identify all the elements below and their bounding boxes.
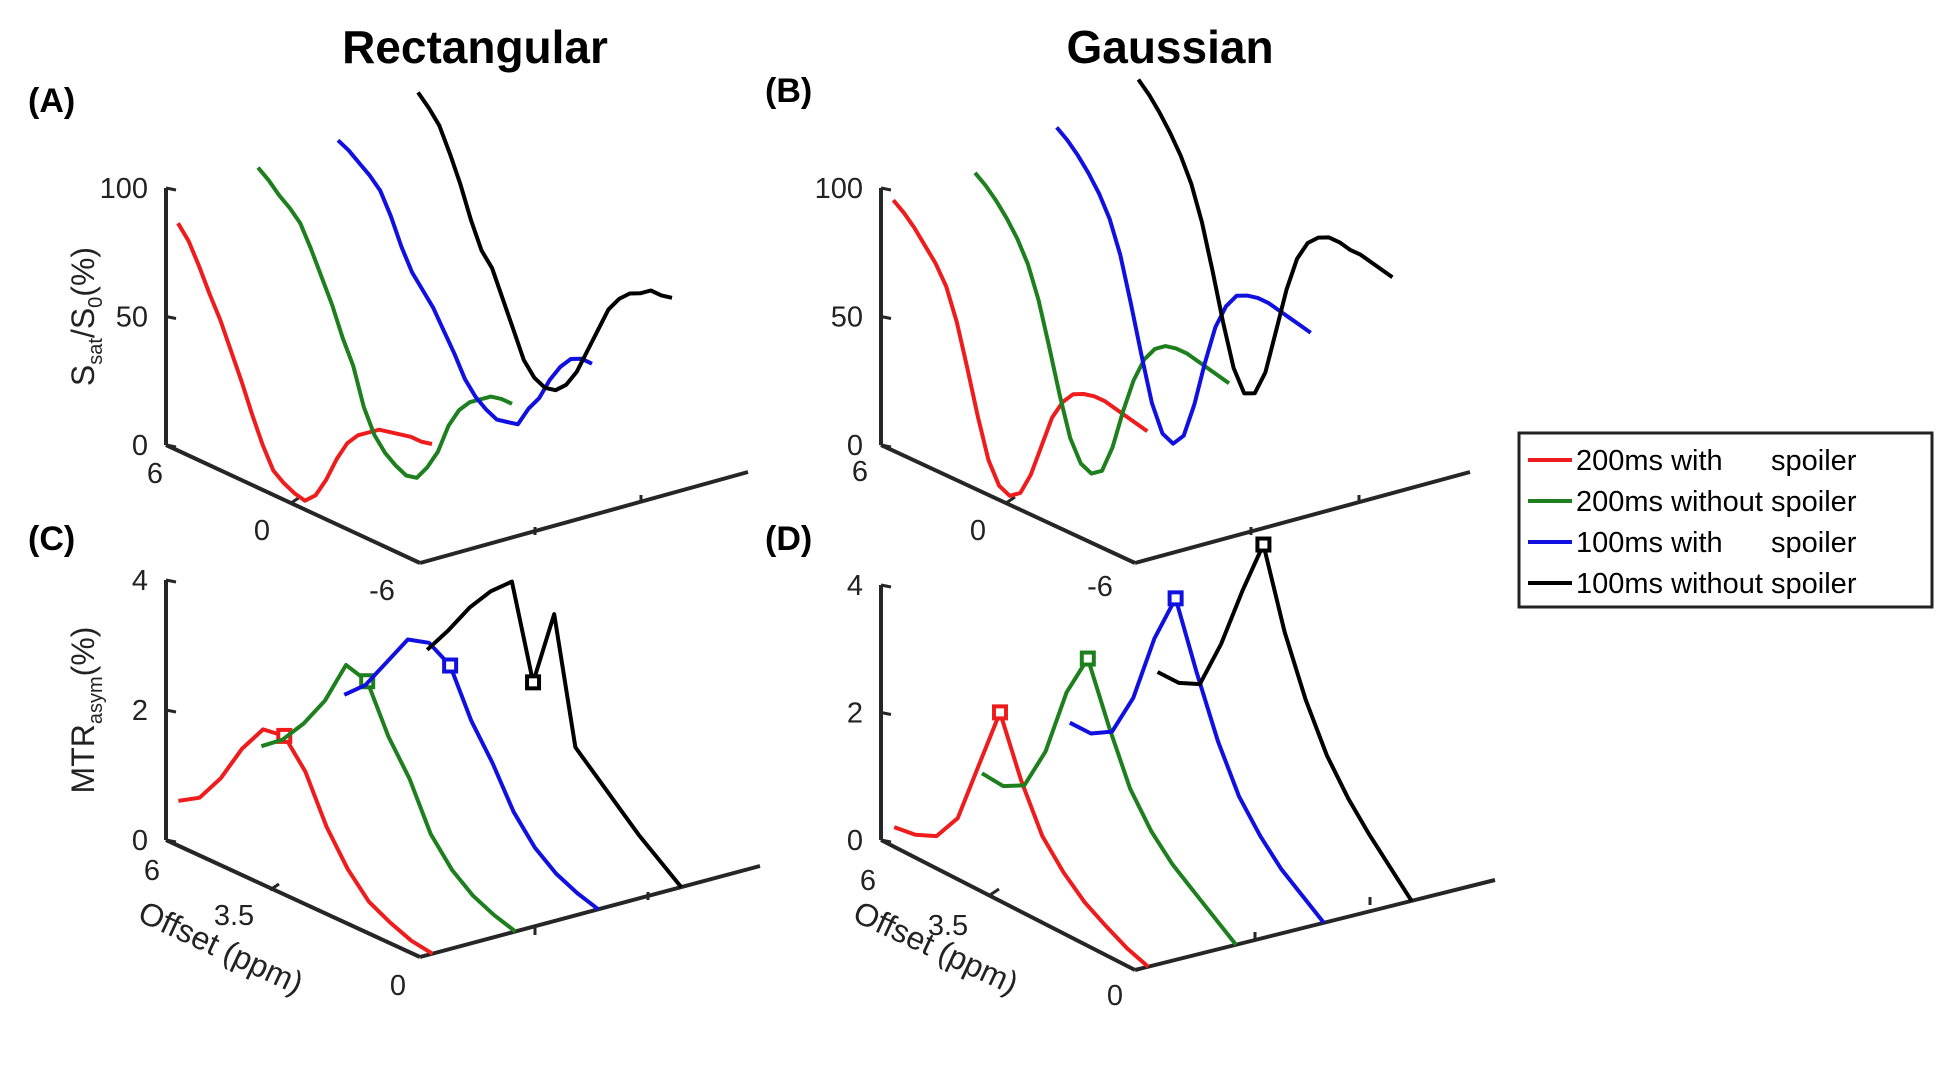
panel-b-y-tick-mark xyxy=(880,315,892,320)
panel-b-series-1-line xyxy=(891,198,1149,498)
panel-b-x-tick-mark xyxy=(1005,495,1016,505)
panel-a-series-1-line xyxy=(176,222,433,503)
panel-a-x-axis xyxy=(165,443,421,565)
panel-b-y-tick-label: 100 xyxy=(815,173,863,205)
panel-a-series-3-line xyxy=(336,138,593,427)
panel-c-y-tick-mark xyxy=(165,708,177,714)
panels: (A)05010060-6Ssat/S0(%)(B)05010060-6(C)0… xyxy=(28,72,1496,1012)
panel-d-label: (D) xyxy=(765,520,812,558)
legend: 200ms with spoiler 200ms without spoiler 1… xyxy=(1517,431,1934,609)
panel-c-series-3-peak-marker xyxy=(442,657,459,674)
panel-d-y-tick-mark xyxy=(880,583,892,589)
panel-c-series-1-line xyxy=(178,727,434,956)
panel-b-series-3-line xyxy=(1055,126,1312,446)
panel-d-series-3-line xyxy=(1068,596,1326,925)
panel-b-y-tick-mark xyxy=(880,186,892,192)
panel-c-x-tick-label: 3.5 xyxy=(214,900,254,932)
panel-a-depth-axis xyxy=(419,470,749,565)
panel-c-depth-axis xyxy=(419,864,761,959)
panel-a-y-axis-title: Ssat/S0(%) xyxy=(65,247,107,386)
panel-d-series-1-peak-marker xyxy=(992,704,1009,721)
panel-d-series-3-peak-marker xyxy=(1167,590,1184,607)
panel-c-y-tick-mark xyxy=(165,578,177,584)
column-title-rectangular: Rectangular xyxy=(342,21,608,73)
panel-c-y-axis-title: MTRasym(%) xyxy=(65,627,107,794)
panel-c-series-3-line xyxy=(343,637,600,911)
panel-a-series-2-line xyxy=(256,166,513,480)
panel-c-x-axis xyxy=(165,838,421,959)
panel-a-series-4-line xyxy=(416,91,673,393)
panel-c-label: (C) xyxy=(28,520,75,558)
panel-d-y-tick-label: 4 xyxy=(847,570,863,602)
panel-c-y-tick-mark xyxy=(165,838,177,844)
panel-c-y-tick-label: 4 xyxy=(132,565,148,597)
panel-b-y-tick-label: 0 xyxy=(847,430,863,462)
panel-a-y-tick-mark xyxy=(165,315,177,320)
panel-a-x-tick-label: 0 xyxy=(254,515,270,547)
panel-c-series-4-peak-marker xyxy=(525,674,542,691)
panel-d-series-4-peak-marker xyxy=(1255,536,1272,553)
panel-d-series-4-line xyxy=(1156,542,1414,902)
panel-d-y-tick-mark xyxy=(880,838,892,844)
panel-d-y-tick-label: 0 xyxy=(847,825,863,857)
panel-b-x-axis xyxy=(880,443,1136,565)
panel-c-y-tick-label: 2 xyxy=(132,695,148,727)
panel-c-y-tick-label: 0 xyxy=(132,825,148,857)
panel-d-y-tick-mark xyxy=(880,711,892,716)
column-title-gaussian: Gaussian xyxy=(1066,21,1273,73)
panel-c-x-tick-mark xyxy=(269,882,280,892)
panel-d-depth-axis xyxy=(1134,878,1496,972)
panel-c-x-tick-label: 6 xyxy=(144,855,160,887)
panel-c-series-2-line xyxy=(260,663,517,934)
legend-label-1: 200ms with spoiler xyxy=(1576,445,1857,477)
panel-d-x-tick-mark xyxy=(989,887,1000,897)
panel-b-x-tick-label: 0 xyxy=(970,515,986,547)
panel-d-x-axis xyxy=(880,838,1136,972)
panel-b-y-tick-label: 50 xyxy=(831,302,863,334)
panel-c-series-4-line xyxy=(425,579,683,889)
legend-box xyxy=(1517,431,1934,609)
panel-b-series-4-line xyxy=(1136,78,1394,396)
legend-label-2: 200ms without spoiler xyxy=(1576,486,1857,518)
panel-b-depth-axis xyxy=(1134,470,1471,565)
panel-a-y-tick-label: 100 xyxy=(100,173,148,205)
panel-d-x-tick-label: 6 xyxy=(860,865,876,897)
panel-a-label: (A) xyxy=(28,82,75,120)
panel-b-series-2-line xyxy=(973,171,1231,476)
panel-a-x-tick-label: -6 xyxy=(369,575,395,607)
panel-a-y-tick-label: 50 xyxy=(116,302,148,334)
panel-b-label: (B) xyxy=(765,72,812,110)
panel-a-x-tick-label: 6 xyxy=(147,458,163,490)
panel-a-y-tick-mark xyxy=(165,443,177,449)
panel-c-x-tick-label: 0 xyxy=(390,970,406,1002)
panel-d-y-tick-label: 2 xyxy=(847,698,863,730)
panel-d-x-tick-label: 3.5 xyxy=(928,910,968,942)
legend-label-3: 100ms with spoiler xyxy=(1576,527,1857,559)
legend-label-4: 100ms without spoiler xyxy=(1576,568,1857,600)
panel-a-y-tick-mark xyxy=(165,186,177,192)
panel-b-y-tick-mark xyxy=(880,443,892,449)
panel-a-y-tick-label: 0 xyxy=(132,430,148,462)
panel-d-x-tick-label: 0 xyxy=(1107,980,1123,1012)
panel-d-series-2-line xyxy=(980,656,1238,947)
panel-b-x-tick-label: -6 xyxy=(1087,571,1113,603)
panel-d-series-2-peak-marker xyxy=(1079,650,1096,667)
panel-b-x-tick-label: 6 xyxy=(852,456,868,488)
panel-d-series-1-line xyxy=(893,710,1150,969)
